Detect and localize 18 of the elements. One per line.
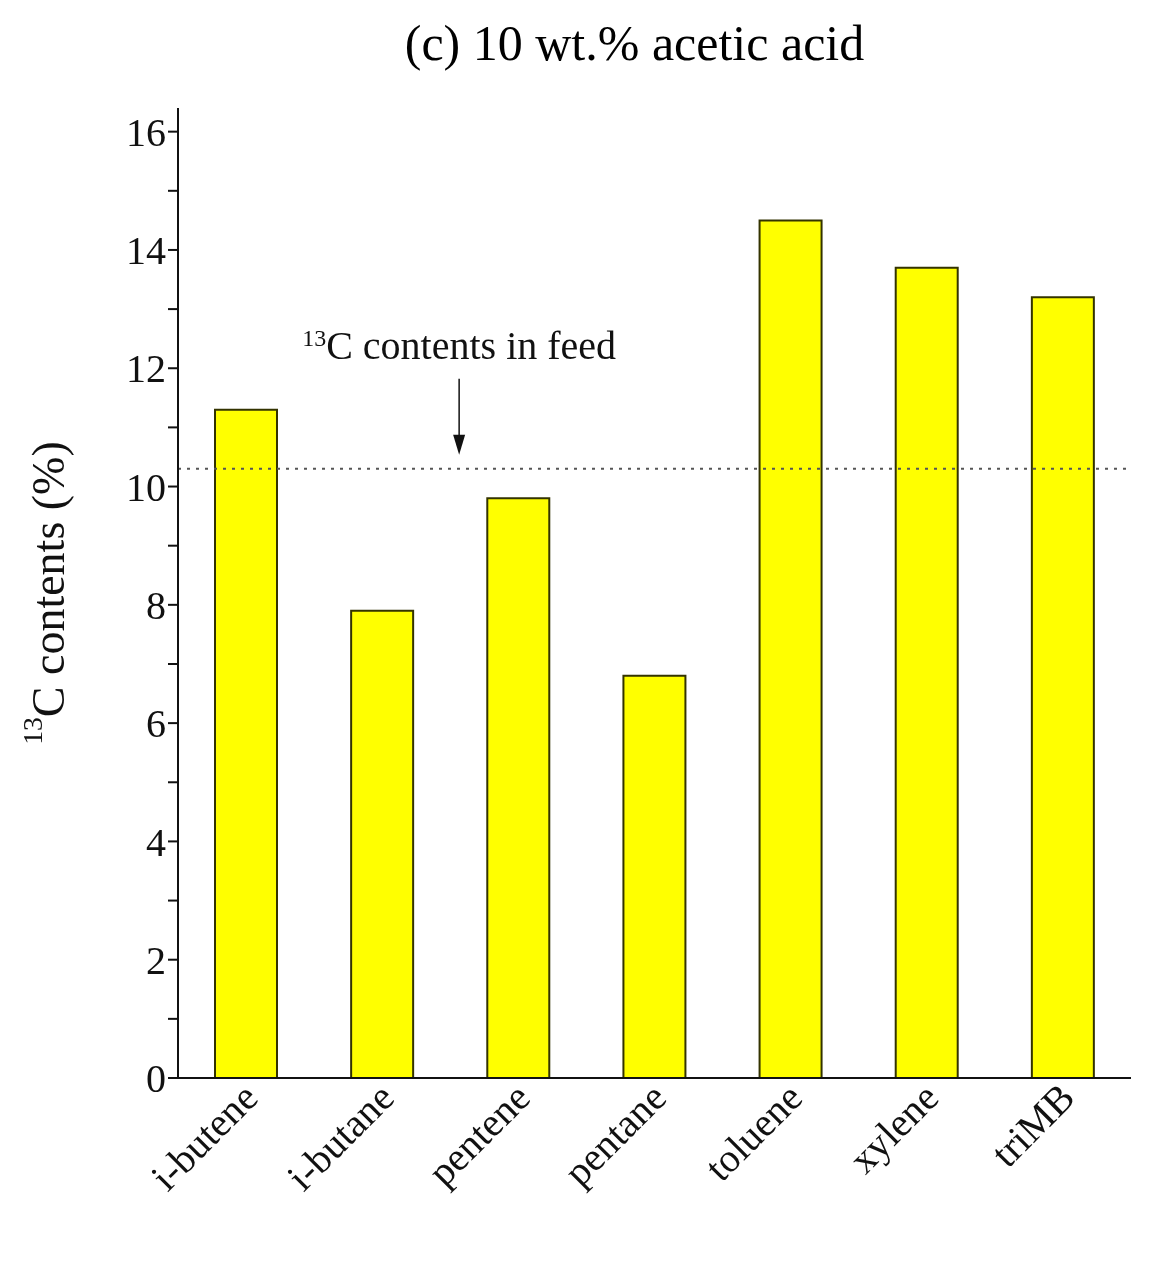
ref-line-label: $^{13}$C contents in feed — [302, 322, 617, 368]
chart-title: (c) 10 wt.% acetic acid — [403, 14, 866, 73]
y-tick-label: 0 — [146, 1056, 166, 1102]
y-tick-label: 14 — [126, 228, 166, 274]
y-tick-label: 6 — [146, 701, 166, 747]
bar — [622, 674, 687, 1078]
y-tick-label: 2 — [146, 937, 166, 983]
y-tick-label: 12 — [126, 346, 166, 392]
y-tick-label: 4 — [146, 819, 166, 865]
y-tick-label: 16 — [126, 109, 166, 155]
bar — [214, 408, 278, 1078]
y-tick-label: 8 — [146, 583, 166, 629]
bar — [758, 219, 823, 1078]
bar — [1030, 296, 1095, 1078]
bar — [350, 609, 415, 1078]
bar — [486, 497, 551, 1078]
bar — [894, 266, 959, 1078]
y-tick-label: 10 — [126, 464, 166, 510]
